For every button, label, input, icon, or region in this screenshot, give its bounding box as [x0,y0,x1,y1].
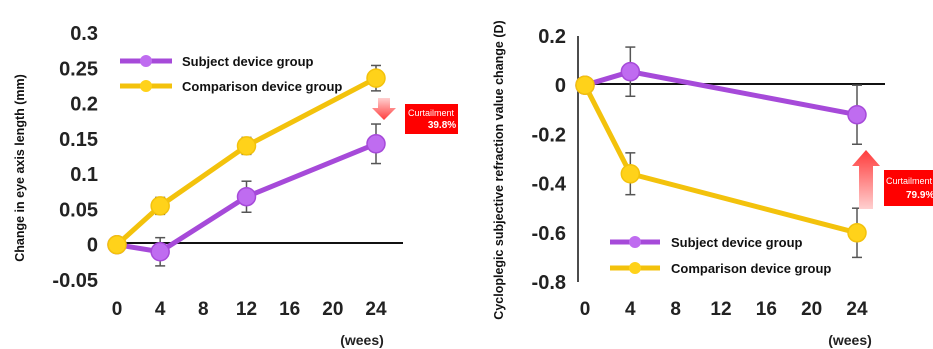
legend: Subject device group Comparison device g… [610,235,831,276]
series-line-comparison [115,75,378,247]
x-tick-labels: 0 4 8 12 16 20 24 [112,299,387,320]
data-point-comparison [847,223,867,243]
curtailment-value: 79.9% [906,190,933,201]
curtailment-callout: Curtailment 79.9% [852,150,933,209]
y-tick-label: 0.1 [70,164,98,186]
x-tick-label: 20 [322,299,343,320]
x-axis-unit: (wees) [828,332,872,348]
series-subject [575,46,867,145]
curtailment-value: 39.8% [428,120,456,131]
legend-marker-subject [629,236,641,248]
data-point-subject [620,61,641,82]
legend-item-subject: Subject device group [610,235,803,250]
data-point-subject [150,242,170,262]
y-tick-label: 0 [87,235,98,257]
legend-item-comparison: Comparison device group [120,79,342,94]
y-tick-labels: 0.3 0.25 0.2 0.15 0.1 0.05 0 -0.05 [52,23,98,292]
y-tick-labels: 0.2 0 -0.2 -0.4 -0.6 -0.8 [532,26,567,294]
eye-axis-length-chart: Change in eye axis length (mm) 0.30.250.… [13,23,458,348]
data-point-comparison [107,234,127,255]
data-point-comparison [620,164,641,184]
legend-label-subject: Subject device group [671,235,803,250]
y-tick-label: 0.3 [70,23,98,45]
y-tick-label: 0 [555,75,566,97]
x-tick-label: 16 [279,299,300,320]
y-tick-label: -0.6 [532,223,566,245]
data-point-comparison [150,196,170,216]
x-tick-label: 4 [155,299,166,320]
y-tick-label: 0.2 [70,94,98,116]
curtailment-label: Curtailment [886,176,933,186]
curtailment-callout: Curtailment 39.8% [372,98,458,134]
curtailment-arrow-icon [852,150,880,209]
legend-label-comparison: Comparison device group [671,261,831,276]
series-comparison [107,64,386,255]
legend-label-subject: Subject device group [182,54,314,69]
data-point-comparison [366,68,386,88]
y-tick-label: 0.15 [59,129,98,151]
y-tick-label: 0.25 [59,58,98,80]
refraction-value-chart: Cycloplegic subjective refraction value … [492,20,933,348]
x-tick-label: 24 [365,299,387,320]
legend-item-comparison: Comparison device group [610,261,831,276]
legend-marker-comparison [140,80,152,92]
y-tick-label: -0.2 [532,124,566,146]
x-axis-unit: (wees) [340,332,384,348]
curtailment-arrow-icon [372,98,396,120]
data-series [575,46,867,259]
data-point-subject [847,104,867,125]
legend-label-comparison: Comparison device group [182,79,342,94]
x-tick-label: 4 [625,299,636,320]
x-tick-label: 8 [198,299,209,320]
y-tick-label: -0.4 [532,174,567,196]
y-axis-label: Cycloplegic subjective refraction value … [492,20,506,319]
x-tick-label: 24 [846,299,868,320]
y-tick-label: -0.8 [532,272,566,294]
y-tick-label: 0.2 [538,26,566,48]
series-line-subject [116,141,377,255]
data-series [107,64,386,267]
data-point-comparison [236,136,257,156]
data-point-subject [366,134,386,154]
legend-item-subject: Subject device group [120,54,314,69]
y-tick-label: -0.05 [52,270,98,292]
data-point-subject [236,186,257,207]
legend: Subject device group Comparison device g… [120,54,342,94]
curtailment-badge [884,170,933,206]
x-tick-labels: 0 4 8 12 16 20 24 [580,299,868,320]
curtailment-badge [405,104,458,134]
x-tick-label: 0 [580,299,591,320]
x-tick-label: 8 [670,299,681,320]
x-tick-label: 12 [710,299,731,320]
x-tick-label: 0 [112,299,123,320]
x-tick-label: 12 [236,299,257,320]
curtailment-label: Curtailment [408,108,455,118]
y-axis-label: Change in eye axis length (mm) [13,74,27,262]
y-tick-label: 0.05 [59,199,98,221]
series-comparison [575,75,867,259]
data-point-comparison [575,75,595,95]
legend-marker-subject [140,55,152,67]
x-tick-label: 16 [756,299,777,320]
legend-marker-comparison [629,262,641,274]
x-tick-label: 20 [801,299,822,320]
